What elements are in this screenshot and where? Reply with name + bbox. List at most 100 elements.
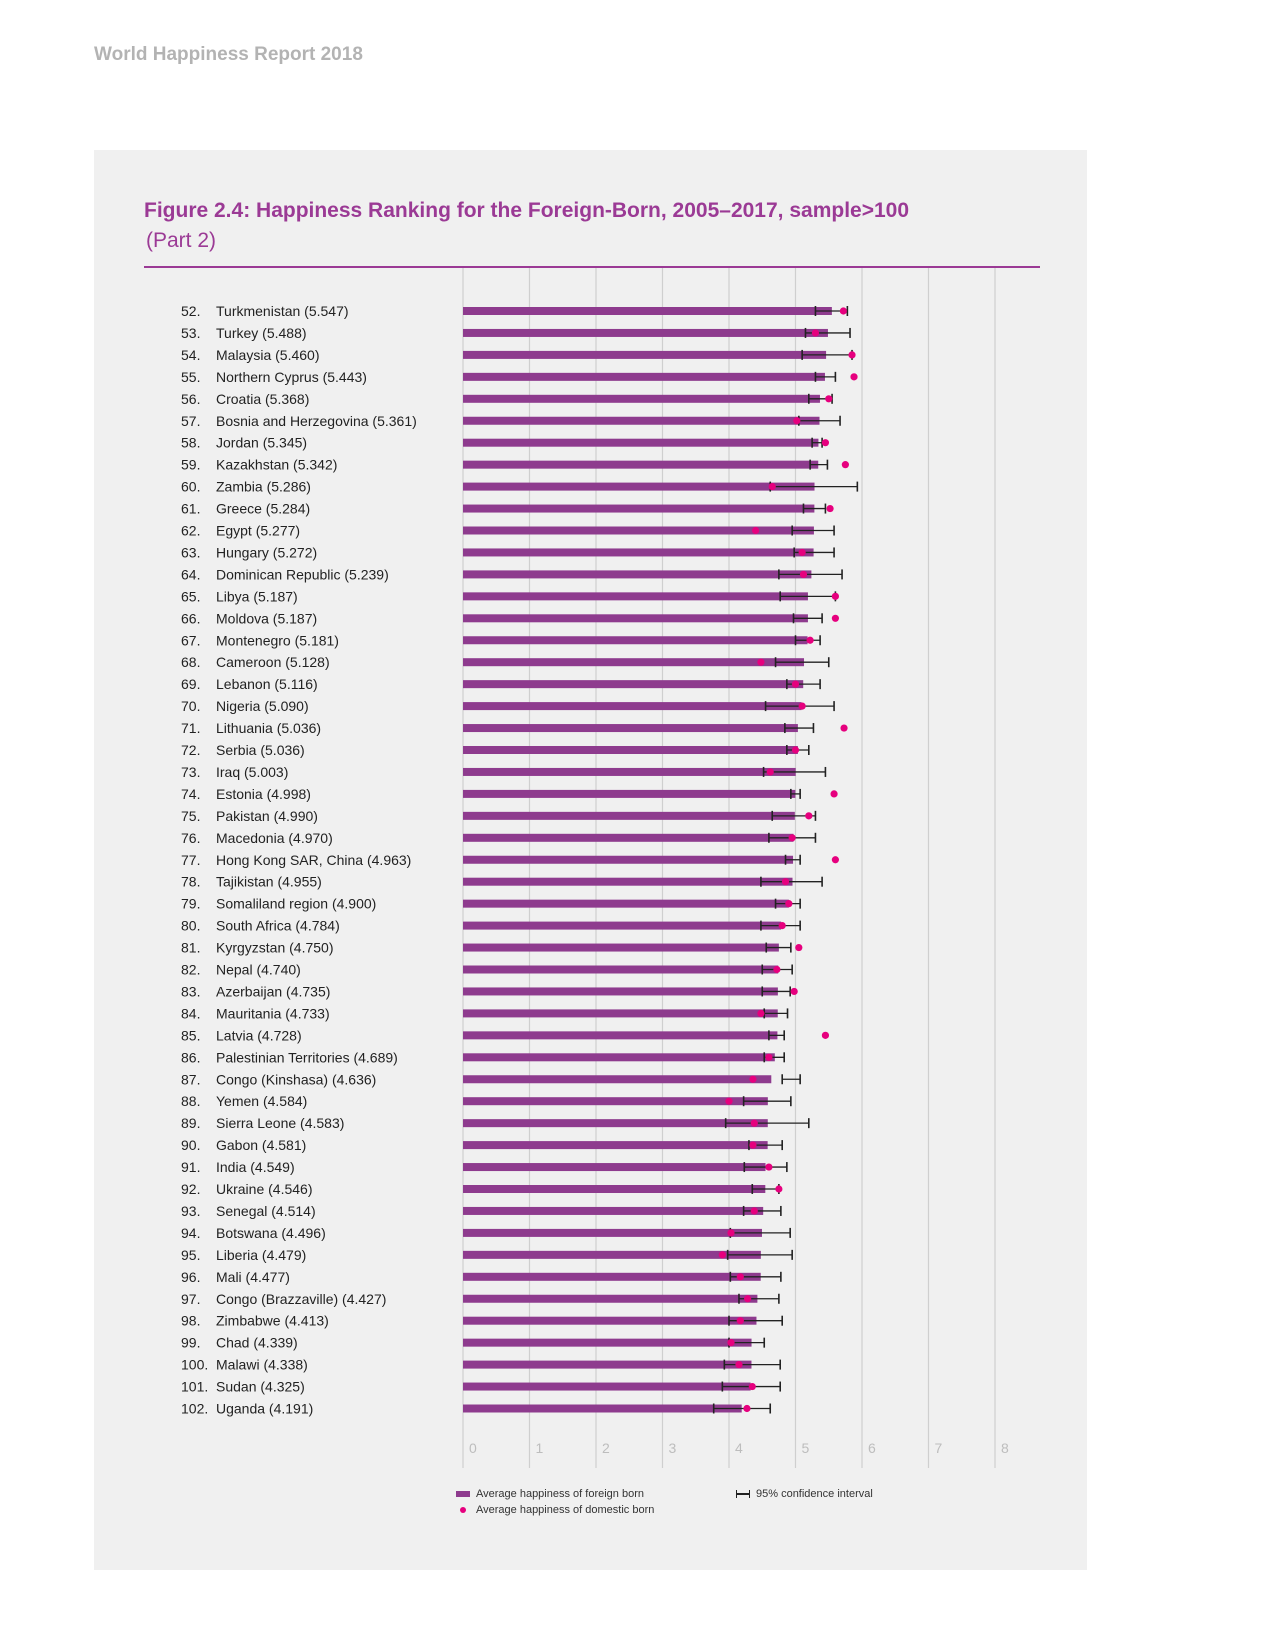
country-label: Liberia (4.479) bbox=[216, 1247, 306, 1263]
rank-label: 56. bbox=[181, 391, 200, 407]
foreign-bar bbox=[463, 372, 825, 381]
foreign-bar bbox=[463, 1228, 762, 1237]
domestic-dot bbox=[750, 1207, 758, 1215]
country-label: Botswana (4.496) bbox=[216, 1225, 326, 1241]
foreign-bar bbox=[463, 811, 795, 820]
foreign-bar bbox=[463, 526, 814, 535]
domestic-dot bbox=[735, 1361, 743, 1369]
foreign-bar bbox=[463, 504, 815, 513]
domestic-dot bbox=[805, 812, 813, 820]
foreign-bar bbox=[463, 987, 778, 996]
foreign-bar bbox=[463, 943, 779, 952]
domestic-dot bbox=[806, 636, 814, 644]
country-label: Turkey (5.488) bbox=[216, 325, 307, 341]
foreign-bar bbox=[463, 702, 802, 711]
rank-label: 55. bbox=[181, 369, 200, 385]
rank-label: 93. bbox=[181, 1203, 200, 1219]
domestic-dot bbox=[830, 790, 838, 798]
rank-label: 101. bbox=[181, 1379, 208, 1395]
country-label: Lithuania (5.036) bbox=[216, 720, 321, 736]
country-label: Estonia (4.998) bbox=[216, 786, 311, 802]
foreign-bar bbox=[463, 767, 796, 776]
rank-label: 96. bbox=[181, 1269, 200, 1285]
x-tick-label: 1 bbox=[536, 1440, 544, 1456]
foreign-bar bbox=[463, 1206, 764, 1215]
rank-label: 66. bbox=[181, 610, 200, 626]
country-label: India (4.549) bbox=[216, 1159, 295, 1175]
foreign-bar bbox=[463, 1404, 742, 1413]
domestic-dot bbox=[736, 1317, 744, 1325]
rank-label: 77. bbox=[181, 852, 200, 868]
country-label: Yemen (4.584) bbox=[216, 1093, 307, 1109]
country-label: Azerbaijan (4.735) bbox=[216, 983, 330, 999]
foreign-bar bbox=[463, 614, 808, 623]
foreign-bar bbox=[463, 855, 794, 864]
domestic-swatch bbox=[460, 1507, 466, 1513]
legend-foreign-label: Average happiness of foreign born bbox=[476, 1488, 644, 1500]
domestic-dot bbox=[775, 1185, 783, 1193]
foreign-bar bbox=[463, 636, 808, 645]
country-label: Sudan (4.325) bbox=[216, 1379, 305, 1395]
country-label: Greece (5.284) bbox=[216, 501, 310, 517]
country-label: Turkmenistan (5.547) bbox=[216, 303, 349, 319]
country-label: Chad (4.339) bbox=[216, 1335, 298, 1351]
rank-label: 102. bbox=[181, 1401, 208, 1417]
country-label: Moldova (5.187) bbox=[216, 610, 317, 626]
rank-label: 78. bbox=[181, 874, 200, 890]
country-label: Kazakhstan (5.342) bbox=[216, 457, 337, 473]
domestic-dot bbox=[727, 1339, 735, 1347]
rank-label: 94. bbox=[181, 1225, 200, 1241]
country-label: Congo (Brazzaville) (4.427) bbox=[216, 1291, 386, 1307]
country-label: Iraq (5.003) bbox=[216, 764, 288, 780]
foreign-bar bbox=[463, 1360, 752, 1369]
domestic-dot bbox=[799, 570, 808, 579]
country-label: Pakistan (4.990) bbox=[216, 808, 318, 824]
domestic-dot bbox=[826, 504, 834, 513]
domestic-dot bbox=[727, 1229, 735, 1237]
domestic-dot bbox=[821, 1031, 830, 1039]
domestic-dot bbox=[781, 878, 790, 886]
domestic-dot bbox=[840, 724, 848, 732]
country-label: Zimbabwe (4.413) bbox=[216, 1313, 329, 1329]
rank-label: 71. bbox=[181, 720, 200, 736]
rank-label: 84. bbox=[181, 1005, 200, 1021]
x-tick-label: 5 bbox=[802, 1440, 810, 1456]
country-label: Latvia (4.728) bbox=[216, 1027, 302, 1043]
x-tick-label: 6 bbox=[868, 1440, 876, 1456]
foreign-bar bbox=[463, 460, 819, 469]
x-tick-label: 0 bbox=[469, 1440, 477, 1456]
rank-label: 57. bbox=[181, 413, 200, 429]
foreign-bar bbox=[463, 1250, 761, 1259]
domestic-dot bbox=[765, 1053, 773, 1061]
country-label: Dominican Republic (5.239) bbox=[216, 566, 389, 582]
rank-label: 60. bbox=[181, 479, 200, 495]
domestic-dot bbox=[718, 1251, 726, 1259]
foreign-bar bbox=[463, 1382, 751, 1391]
rank-label: 86. bbox=[181, 1049, 200, 1065]
rank-label: 63. bbox=[181, 544, 200, 560]
foreign-bar bbox=[463, 1141, 768, 1150]
rank-label: 70. bbox=[181, 698, 200, 714]
rank-label: 68. bbox=[181, 654, 200, 670]
domestic-dot bbox=[765, 1163, 773, 1171]
rank-label: 65. bbox=[181, 588, 200, 604]
report-header: World Happiness Report 2018 bbox=[94, 44, 363, 65]
domestic-dot bbox=[749, 1075, 757, 1083]
domestic-dot bbox=[736, 1273, 744, 1281]
foreign-bar bbox=[463, 416, 820, 425]
country-label: Lebanon (5.116) bbox=[216, 676, 318, 692]
domestic-dot bbox=[773, 965, 781, 974]
domestic-dot bbox=[841, 461, 849, 469]
domestic-dot bbox=[725, 1097, 733, 1105]
country-label: Nepal (4.740) bbox=[216, 962, 301, 978]
domestic-dot bbox=[785, 900, 793, 908]
country-label: Montenegro (5.181) bbox=[216, 632, 339, 648]
foreign-bar bbox=[463, 482, 815, 491]
domestic-dot bbox=[831, 614, 840, 622]
rank-label: 58. bbox=[181, 435, 200, 451]
foreign-bar bbox=[463, 833, 794, 842]
foreign-bar bbox=[463, 328, 828, 337]
x-tick-label: 3 bbox=[669, 1440, 677, 1456]
rank-label: 90. bbox=[181, 1137, 200, 1153]
